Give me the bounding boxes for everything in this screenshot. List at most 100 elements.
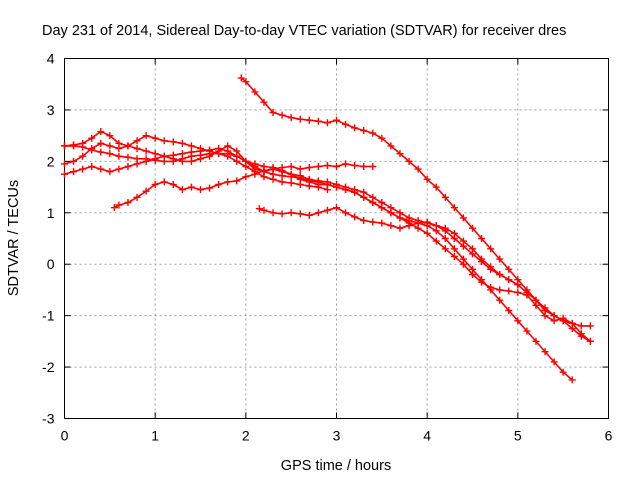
data-point (187, 183, 195, 191)
data-point (586, 337, 594, 345)
data-point (115, 165, 123, 173)
data-point (369, 199, 377, 206)
data-point (505, 307, 513, 314)
data-point (106, 142, 114, 150)
data-point (79, 152, 87, 160)
data-point (369, 218, 377, 226)
data-point (242, 163, 250, 170)
data-point (441, 235, 449, 242)
data-point (169, 181, 177, 188)
data-point (237, 74, 245, 82)
data-point (133, 193, 141, 201)
data-point (414, 219, 422, 227)
data-point (79, 165, 87, 173)
data-point (160, 137, 168, 145)
series-track-6 (61, 142, 331, 194)
data-point (160, 178, 168, 186)
data-point (323, 161, 331, 169)
data-point (305, 211, 313, 219)
data-point (487, 265, 495, 273)
x-axis-title: GPS time / hours (281, 458, 391, 474)
data-point (450, 253, 458, 260)
data-point (187, 152, 195, 160)
data-point (396, 150, 404, 158)
data-point (187, 142, 195, 150)
data-point (342, 209, 350, 217)
series-track-5 (110, 160, 377, 212)
data-point (61, 170, 68, 178)
data-point (124, 153, 132, 161)
data-point (541, 312, 549, 320)
data-point (97, 148, 105, 156)
data-point (178, 186, 186, 194)
data-point (151, 181, 159, 188)
data-point (251, 88, 259, 96)
y-tick-label: 4 (47, 51, 55, 67)
data-point (369, 163, 377, 170)
data-point (278, 178, 286, 186)
data-point (260, 206, 268, 214)
data-point (568, 319, 576, 327)
data-point (70, 157, 78, 165)
y-tick-label: -2 (42, 359, 55, 375)
data-point (133, 137, 141, 145)
data-point (478, 278, 486, 286)
data-point (260, 167, 268, 175)
data-point (577, 330, 585, 338)
data-point (70, 168, 78, 176)
data-point (469, 271, 476, 278)
data-point (342, 120, 350, 128)
data-point (577, 322, 585, 330)
data-point (178, 155, 186, 163)
data-point (287, 179, 295, 187)
data-point (269, 165, 277, 173)
data-point (487, 283, 495, 291)
data-point (206, 150, 214, 158)
data-point (505, 265, 513, 273)
series-line (258, 206, 519, 286)
series-track-4 (61, 145, 594, 345)
y-tick-labels: -3 -2 -1 0 1 2 3 4 (42, 51, 55, 427)
data-point (333, 204, 340, 212)
data-point (360, 217, 368, 224)
data-point (496, 271, 504, 278)
data-point (369, 129, 377, 137)
data-point (215, 150, 223, 158)
y-tick-label: 2 (47, 153, 55, 169)
data-point (151, 156, 159, 164)
data-point (496, 286, 504, 294)
data-point (260, 98, 268, 106)
data-point (469, 250, 476, 258)
grid-lines (64, 58, 609, 419)
series-track-7 (255, 204, 522, 289)
series-line (240, 77, 592, 327)
data-point (342, 186, 350, 194)
data-point (523, 291, 531, 299)
data-point (296, 174, 304, 182)
x-tick-label: 4 (423, 428, 431, 444)
x-tick-labels: 0 1 2 3 4 5 6 (61, 428, 613, 444)
data-point (414, 165, 422, 173)
data-point (224, 178, 232, 186)
y-tick-label: 1 (47, 205, 55, 221)
data-point (255, 205, 263, 213)
data-point (333, 116, 340, 124)
data-point (441, 193, 449, 201)
data-point (450, 245, 458, 253)
data-point (423, 175, 431, 183)
data-point (61, 142, 68, 150)
data-point (496, 296, 504, 304)
data-point (541, 348, 549, 356)
y-axis-title: SDTVAR / TECUs (6, 180, 22, 296)
data-point (106, 150, 114, 158)
data-point (305, 182, 313, 190)
data-point (514, 317, 522, 325)
data-point (296, 115, 304, 123)
data-point (351, 124, 359, 132)
data-point (278, 172, 286, 180)
data-point (568, 376, 576, 384)
data-point (351, 188, 359, 196)
data-point (396, 214, 404, 222)
y-tick-label: 0 (47, 256, 55, 272)
